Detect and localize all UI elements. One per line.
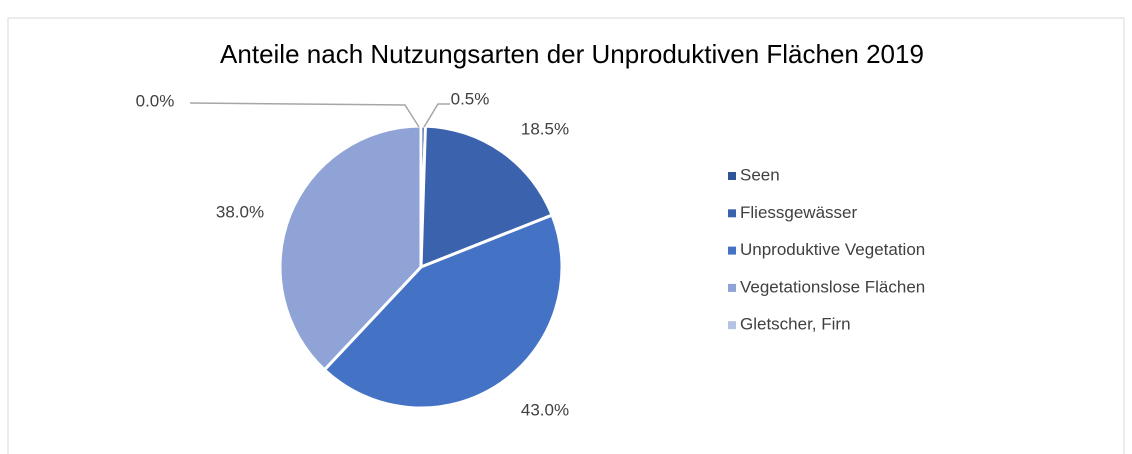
- data-label: 43.0%: [521, 400, 569, 419]
- data-label: 0.5%: [451, 89, 490, 108]
- legend-swatch: [728, 209, 736, 218]
- data-label: 18.5%: [521, 119, 569, 138]
- legend-swatch: [728, 172, 736, 180]
- pie-slice: [278, 124, 423, 372]
- legend-label: Seen: [740, 165, 780, 184]
- legend-label: Vegetationslose Flächen: [740, 277, 925, 296]
- data-label: 0.0%: [136, 91, 175, 110]
- legend-swatch: [728, 283, 736, 292]
- legend-swatch: [728, 246, 736, 255]
- chart-frame: [7, 17, 1125, 454]
- legend-label: Fliessgewässer: [740, 203, 857, 222]
- data-label: 38.0%: [216, 202, 264, 221]
- leader-line: [423, 103, 450, 128]
- legend-label: Unproduktive Vegetation: [740, 240, 925, 259]
- pie-slice: [419, 124, 555, 270]
- leader-line: [189, 102, 420, 128]
- chart-title: Anteile nach Nutzungsarten der Unprodukt…: [220, 39, 924, 69]
- pie-slice: [322, 213, 564, 410]
- legend-label: Gletscher, Firn: [740, 315, 851, 334]
- legend-swatch: [728, 321, 736, 330]
